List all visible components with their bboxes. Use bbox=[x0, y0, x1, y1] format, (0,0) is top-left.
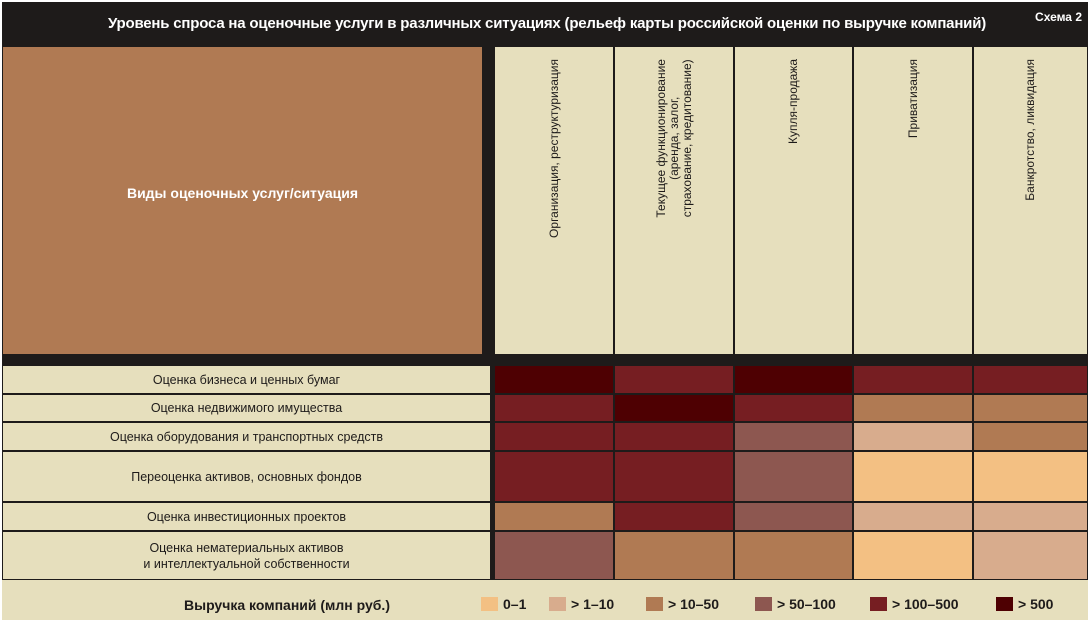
heatmap-cell bbox=[735, 366, 852, 393]
legend-title: Выручка компаний (млн руб.) bbox=[184, 597, 390, 613]
heatmap-cell bbox=[735, 503, 852, 530]
corner-label: Виды оценочных услуг/ситуация bbox=[126, 184, 359, 201]
legend-label: > 50–100 bbox=[777, 596, 836, 612]
column-label-line: страхование, кредитование) bbox=[679, 59, 694, 218]
heatmap-cell bbox=[495, 503, 613, 530]
heatmap-cell bbox=[854, 503, 972, 530]
row-label: Оценка оборудования и транспортных средс… bbox=[3, 423, 490, 450]
legend-swatch bbox=[481, 597, 498, 611]
column-header: Текущее функционирование (аренда, залог, с… bbox=[615, 47, 733, 354]
column-header: Банкротство, ликвидация bbox=[974, 47, 1087, 354]
legend-item: > 500 bbox=[996, 596, 1053, 612]
heatmap-cell bbox=[615, 532, 733, 579]
heatmap-cell bbox=[974, 532, 1087, 579]
heatmap-cell bbox=[974, 452, 1087, 501]
column-header: Приватизация bbox=[854, 47, 972, 354]
legend bbox=[2, 580, 1088, 620]
heatmap-cell bbox=[495, 366, 613, 393]
legend-item: > 10–50 bbox=[646, 596, 719, 612]
row-label-line: и интеллектуальной собственности bbox=[143, 556, 350, 571]
column-label: Организация, реструктуризация bbox=[546, 59, 561, 238]
heatmap-cell bbox=[735, 395, 852, 421]
legend-item: > 1–10 bbox=[549, 596, 614, 612]
row-label: Оценка инвестиционных проектов bbox=[3, 503, 490, 530]
heatmap-cell bbox=[615, 366, 733, 393]
heatmap-cell bbox=[615, 503, 733, 530]
heatmap-cell bbox=[495, 452, 613, 501]
heatmap-cell bbox=[735, 532, 852, 579]
column-label: Банкротство, ликвидация bbox=[1023, 59, 1037, 201]
column-label-line: (аренда, залог, bbox=[666, 96, 681, 180]
column-header: Организация, реструктуризация bbox=[495, 47, 613, 354]
column-label-line: Купля-продажа bbox=[786, 59, 800, 144]
heatmap-cell bbox=[735, 423, 852, 450]
heatmap-cell bbox=[854, 423, 972, 450]
legend-swatch bbox=[549, 597, 566, 611]
heatmap-cell bbox=[974, 423, 1087, 450]
column-label-line: Организация, реструктуризация bbox=[546, 59, 561, 238]
legend-label: > 100–500 bbox=[892, 596, 959, 612]
heatmap-cell bbox=[854, 366, 972, 393]
heatmap-cell bbox=[495, 423, 613, 450]
column-label: Приватизация bbox=[905, 59, 920, 139]
heatmap-cell bbox=[615, 395, 733, 421]
legend-swatch bbox=[870, 597, 887, 611]
legend-swatch bbox=[996, 597, 1013, 611]
legend-label: > 1–10 bbox=[571, 596, 615, 612]
corner-header: Виды оценочных услуг/ситуация bbox=[3, 47, 482, 354]
heatmap-cell bbox=[495, 532, 613, 579]
heatmap-cell bbox=[495, 395, 613, 421]
column-label: Купля-продажа bbox=[786, 59, 800, 144]
scheme-label: Схема 2 bbox=[1035, 10, 1082, 24]
row-label: Оценка нематериальных активов и интеллект… bbox=[3, 532, 490, 579]
column-label: Текущее функционирование (аренда, залог, с… bbox=[653, 59, 694, 218]
heatmap-cell bbox=[974, 395, 1087, 421]
title-bar: Уровень спроса на оценочные услуги в раз… bbox=[2, 2, 1088, 47]
heatmap-cell bbox=[854, 452, 972, 501]
row-label: Оценка бизнеса и ценных бумаг bbox=[3, 366, 490, 393]
legend-swatch bbox=[755, 597, 772, 611]
row-label: Переоценка активов, основных фондов bbox=[3, 452, 490, 501]
heatmap-cell bbox=[615, 452, 733, 501]
legend-label: 0–1 bbox=[503, 596, 527, 612]
legend-item: > 50–100 bbox=[755, 596, 836, 612]
heatmap-cell bbox=[735, 452, 852, 501]
legend-item: > 100–500 bbox=[870, 596, 959, 612]
heatmap-cell bbox=[854, 532, 972, 579]
heatmap-cell bbox=[974, 366, 1087, 393]
heatmap-cell bbox=[854, 395, 972, 421]
column-label-line: Банкротство, ликвидация bbox=[1023, 59, 1037, 201]
row-label-line: Оценка нематериальных активов bbox=[149, 540, 344, 555]
legend-swatch bbox=[646, 597, 663, 611]
column-header: Купля-продажа bbox=[735, 47, 852, 354]
legend-item: 0–1 bbox=[481, 596, 526, 612]
column-label-line: Приватизация bbox=[905, 59, 920, 139]
heatmap-cell bbox=[615, 423, 733, 450]
legend-label: > 500 bbox=[1018, 596, 1054, 612]
chart-title: Уровень спроса на оценочные услуги в раз… bbox=[107, 15, 987, 32]
legend-label: > 10–50 bbox=[668, 596, 719, 612]
row-label: Оценка недвижимого имущества bbox=[3, 395, 490, 421]
column-label-line: Текущее функционирование bbox=[653, 59, 668, 218]
heatmap-cell bbox=[974, 503, 1087, 530]
